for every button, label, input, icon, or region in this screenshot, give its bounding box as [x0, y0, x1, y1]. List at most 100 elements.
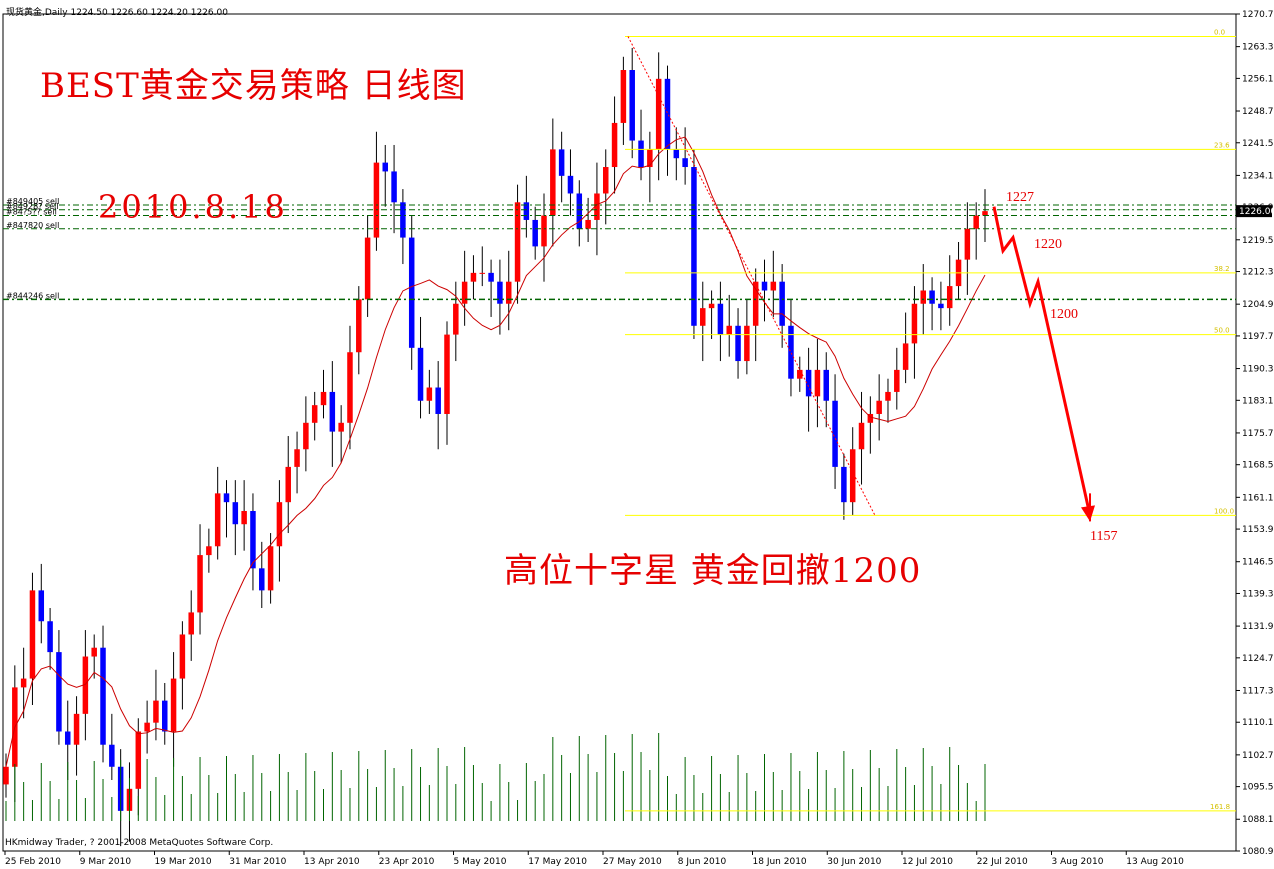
x-tick-label: 9 Mar 2010	[80, 857, 132, 867]
x-tick-label: 5 May 2010	[454, 857, 507, 867]
bear-candle	[832, 400, 838, 467]
bull-candle	[700, 308, 706, 326]
bull-candle	[602, 167, 609, 194]
bear-candle	[761, 281, 768, 291]
fib-level-label: 0.0	[1214, 28, 1225, 36]
bull-candle	[770, 281, 777, 291]
x-tick-label: 12 Jul 2010	[902, 857, 953, 867]
bull-candle	[29, 590, 36, 679]
bull-candle	[814, 369, 821, 397]
bear-candle	[629, 70, 635, 141]
bull-candle	[541, 215, 547, 247]
bull-candle	[894, 369, 900, 392]
bear-candle	[259, 568, 265, 591]
y-tick-label: 1117.30	[1242, 686, 1274, 696]
projection-path	[992, 206, 1092, 516]
bull-candle	[276, 502, 283, 547]
level-label-1157: 1157	[1090, 529, 1118, 544]
bull-candle	[470, 272, 477, 282]
bear-candle	[382, 162, 389, 172]
order-label: #84?5?? sell	[6, 208, 57, 217]
bear-candle	[805, 369, 812, 397]
bull-candle	[885, 391, 891, 401]
y-tick-label: 1139.30	[1242, 589, 1274, 599]
last-price-label: 1226.00	[1239, 207, 1274, 217]
x-tick-label: 18 Jun 2010	[753, 857, 807, 867]
fib-trend-line	[627, 36, 876, 516]
bull-candle	[20, 678, 27, 688]
bull-candle	[867, 413, 874, 423]
bear-candle	[64, 731, 71, 745]
y-tick-label: 1263.30	[1242, 43, 1274, 53]
order-label: #847820 sell	[6, 221, 59, 230]
bull-candle	[550, 149, 556, 216]
bull-candle	[514, 202, 521, 282]
bear-candle	[638, 140, 644, 168]
y-tick-label: 1131.90	[1242, 622, 1274, 632]
bull-candle	[320, 391, 327, 406]
bear-candle	[717, 303, 724, 335]
order-label: #849405 sell	[6, 197, 59, 206]
bull-candle	[585, 219, 591, 229]
bear-candle	[400, 202, 406, 238]
bull-candle	[849, 449, 856, 503]
projection-arrowhead	[1081, 505, 1095, 522]
bull-candle	[647, 149, 653, 168]
bull-candle	[170, 678, 177, 732]
bull-candle	[982, 211, 988, 216]
order-label: #84928? sell	[6, 202, 58, 211]
bear-candle	[558, 149, 565, 176]
y-tick-label: 1270.70	[1242, 10, 1274, 20]
fib-level-label: 23.6	[1214, 141, 1230, 149]
bull-candle	[347, 352, 353, 423]
bull-candle	[752, 281, 759, 326]
copyright-text: HKmidway Trader, ? 2001-2008 MetaQuotes …	[5, 838, 274, 848]
bull-candle	[364, 237, 371, 300]
bull-candle	[214, 493, 221, 547]
bull-candle	[964, 228, 971, 260]
bull-candle	[726, 325, 732, 335]
bull-candle	[153, 700, 159, 723]
bear-candle	[682, 158, 688, 168]
y-tick-label: 1124.70	[1242, 654, 1274, 664]
x-tick-label: 22 Jul 2010	[977, 857, 1028, 867]
strategy-date: 2010.8.18	[98, 188, 288, 226]
bull-candle	[594, 193, 600, 220]
bull-candle	[267, 546, 274, 591]
bull-candle	[946, 286, 953, 309]
y-tick-label: 1168.50	[1242, 461, 1274, 471]
y-tick-label: 1234.10	[1242, 171, 1274, 181]
bear-candle	[408, 237, 415, 348]
bull-candle	[338, 422, 344, 432]
chart-header: 现货黄金,Daily 1224.50 1226.60 1224.20 1226.…	[6, 8, 228, 18]
bear-candle	[576, 193, 583, 229]
x-tick-label: 30 Jun 2010	[827, 857, 881, 867]
bull-candle	[611, 122, 618, 168]
plot-frame	[2, 13, 1237, 852]
bull-candle	[73, 713, 80, 745]
bull-candle	[858, 422, 865, 450]
bull-candle	[188, 612, 194, 635]
bear-candle	[391, 171, 397, 203]
y-tick-label: 1146.50	[1242, 558, 1274, 568]
x-tick-label: 31 Mar 2010	[229, 857, 286, 867]
bear-candle	[841, 466, 847, 503]
bull-candle	[426, 387, 433, 401]
bear-candle	[56, 652, 62, 732]
bear-candle	[497, 281, 503, 304]
bear-candle	[38, 590, 45, 622]
bear-candle	[162, 700, 168, 732]
x-tick-label: 17 May 2010	[528, 857, 587, 867]
x-tick-label: 23 Apr 2010	[379, 857, 435, 867]
y-tick-label: 1219.50	[1242, 236, 1274, 246]
y-tick-label: 1190.30	[1242, 365, 1274, 375]
x-tick-label: 3 Aug 2010	[1052, 857, 1104, 867]
x-tick-label: 13 Apr 2010	[304, 857, 360, 867]
bear-candle	[109, 744, 115, 767]
y-tick-label: 1248.70	[1242, 107, 1274, 117]
bull-candle	[144, 722, 150, 732]
bull-candle	[911, 303, 918, 344]
bull-candle	[303, 422, 309, 450]
bull-candle	[294, 449, 300, 467]
y-tick-label: 1102.70	[1242, 751, 1274, 761]
